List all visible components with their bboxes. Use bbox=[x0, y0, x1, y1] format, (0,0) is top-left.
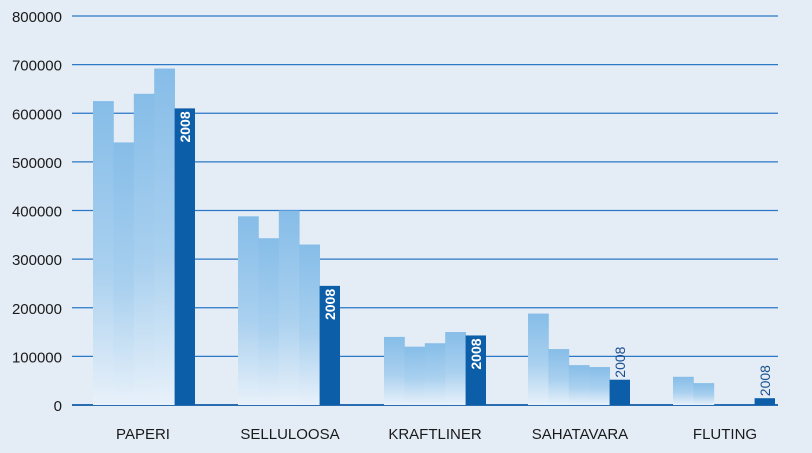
y-axis: 0 100000 200000 300000 400000 500000 600000 700… bbox=[12, 9, 62, 415]
bar bbox=[424, 343, 446, 405]
bar-highlight bbox=[465, 335, 486, 405]
y-tick-label: 500000 bbox=[12, 155, 62, 172]
y-tick-label: 200000 bbox=[12, 301, 62, 318]
bar bbox=[133, 93, 155, 406]
bar-year-label: 2008 bbox=[177, 111, 193, 142]
bar bbox=[299, 244, 320, 405]
bar-group-fluting: 2008 bbox=[673, 365, 775, 405]
y-tick-label: 0 bbox=[54, 398, 62, 415]
bar-year-label: 2008 bbox=[322, 289, 338, 320]
y-tick-label: 600000 bbox=[12, 106, 62, 123]
bar bbox=[404, 346, 426, 405]
bar-year-label: 2008 bbox=[468, 338, 484, 369]
bar bbox=[445, 332, 466, 405]
category-label: SELLULOOSA bbox=[240, 426, 339, 443]
bar bbox=[568, 365, 590, 405]
bar-group-sahatavara: 2008 bbox=[528, 313, 630, 405]
bar-highlight bbox=[174, 108, 195, 405]
bar bbox=[113, 142, 135, 406]
bars: 2008 2008 2008 2008 2008 bbox=[93, 68, 775, 406]
category-label: SAHATAVARA bbox=[532, 426, 628, 443]
bar-group-paperi: 2008 bbox=[93, 68, 195, 406]
bar bbox=[693, 383, 715, 405]
bar bbox=[673, 376, 694, 405]
y-tick-label: 300000 bbox=[12, 252, 62, 269]
bar-group-kraftliner: 2008 bbox=[384, 332, 486, 405]
bar bbox=[384, 336, 405, 405]
bar bbox=[258, 238, 280, 405]
category-label: KRAFTLINER bbox=[388, 426, 482, 443]
category-label: FLUTING bbox=[693, 426, 757, 443]
x-axis: PAPERI SELLULOOSA KRAFTLINER SAHATAVARA FLUT… bbox=[116, 426, 757, 443]
bar-group-selluloosa: 2008 bbox=[238, 210, 340, 405]
bar bbox=[589, 367, 610, 405]
y-tick-label: 700000 bbox=[12, 58, 62, 75]
y-tick-label: 800000 bbox=[12, 9, 62, 26]
y-tick-label: 400000 bbox=[12, 204, 62, 221]
bar-highlight bbox=[319, 285, 340, 405]
bar-year-label: 2008 bbox=[757, 365, 773, 396]
bar-highlight bbox=[609, 379, 630, 405]
bar-highlight bbox=[754, 398, 775, 405]
y-tick-label: 100000 bbox=[12, 349, 62, 366]
bar-year-label: 2008 bbox=[612, 346, 628, 377]
bar bbox=[528, 313, 549, 405]
bar bbox=[238, 216, 259, 405]
bar bbox=[548, 349, 570, 405]
bar bbox=[93, 101, 114, 405]
bar bbox=[154, 68, 175, 405]
bar bbox=[278, 210, 300, 405]
category-label: PAPERI bbox=[116, 426, 170, 443]
